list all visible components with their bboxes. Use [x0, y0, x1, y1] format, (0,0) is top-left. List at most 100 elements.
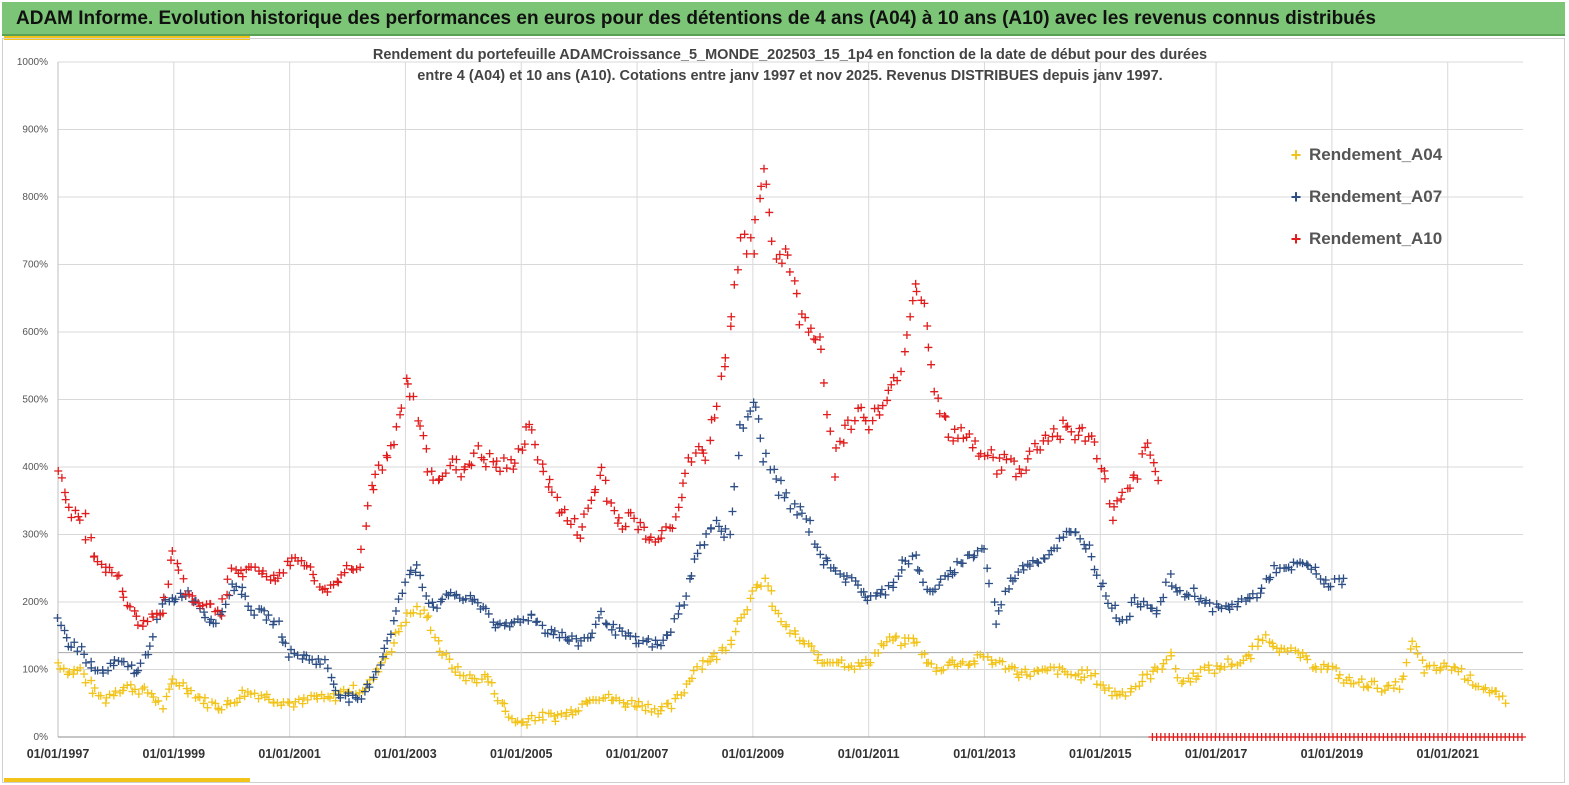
data-point	[283, 557, 292, 566]
data-point	[1154, 476, 1163, 485]
data-point	[843, 416, 852, 425]
x-tick-label: 01/01/2015	[1069, 747, 1132, 761]
data-point	[693, 662, 702, 671]
data-point	[1311, 563, 1320, 572]
data-point	[316, 660, 325, 669]
data-point	[802, 514, 811, 523]
data-point	[1104, 684, 1113, 693]
data-point	[429, 603, 438, 612]
data-point	[273, 574, 282, 583]
data-point	[883, 396, 892, 405]
data-point	[619, 698, 628, 707]
data-point	[1370, 677, 1379, 686]
data-point	[213, 606, 222, 615]
data-point	[767, 586, 776, 595]
data-point	[866, 658, 875, 667]
data-point	[1194, 672, 1203, 681]
data-point	[246, 690, 255, 699]
data-point	[859, 587, 868, 596]
data-point	[782, 488, 791, 497]
data-point	[1146, 451, 1155, 460]
data-point	[796, 502, 805, 511]
data-point	[286, 561, 295, 570]
data-point	[699, 449, 708, 458]
data-point	[868, 416, 877, 425]
data-point	[1362, 682, 1371, 691]
data-point	[776, 476, 785, 485]
data-point	[684, 453, 693, 462]
data-point	[702, 529, 711, 538]
data-point	[1055, 534, 1064, 543]
data-point	[1133, 475, 1142, 483]
data-point	[198, 601, 207, 610]
data-point	[742, 249, 751, 258]
data-point	[1227, 600, 1236, 609]
data-point	[1345, 673, 1354, 682]
data-point	[416, 571, 425, 580]
data-point	[391, 607, 400, 616]
data-point	[71, 506, 80, 515]
data-point	[701, 456, 710, 465]
data-point	[365, 683, 374, 692]
data-point	[377, 658, 386, 667]
data-point	[706, 656, 715, 665]
data-point	[1125, 484, 1134, 493]
data-point	[130, 606, 139, 615]
data-point	[756, 434, 765, 443]
data-point	[1457, 664, 1466, 673]
data-point	[187, 686, 196, 695]
data-point	[1080, 673, 1089, 682]
data-point	[588, 629, 597, 638]
data-point	[412, 560, 421, 569]
data-point	[279, 568, 288, 577]
data-point	[760, 164, 769, 173]
data-point	[1243, 593, 1252, 602]
data-point	[144, 650, 153, 659]
data-point	[819, 560, 828, 569]
data-point	[223, 590, 232, 599]
data-point	[826, 427, 835, 436]
data-point	[81, 535, 90, 544]
data-point	[484, 609, 493, 618]
data-point	[298, 654, 307, 663]
data-point	[59, 664, 68, 673]
data-point	[1146, 674, 1155, 683]
data-point	[1125, 612, 1134, 621]
data-point	[897, 565, 906, 574]
data-point	[264, 611, 273, 620]
data-point	[140, 683, 149, 692]
data-point	[544, 482, 553, 491]
data-point	[1045, 550, 1054, 559]
data-point	[582, 697, 591, 706]
data-point	[578, 700, 587, 709]
data-point	[712, 402, 721, 411]
data-point	[1302, 651, 1311, 660]
data-point	[1110, 502, 1119, 511]
data-point	[728, 507, 737, 516]
data-point	[340, 568, 349, 577]
data-point	[1166, 570, 1175, 579]
data-point	[864, 425, 873, 434]
data-point	[356, 545, 365, 554]
data-point	[97, 560, 106, 569]
legend-marker-a10: +	[1290, 228, 1302, 249]
data-point	[1307, 565, 1316, 574]
data-point	[493, 696, 502, 705]
data-point	[750, 249, 759, 258]
data-point	[1270, 561, 1279, 570]
data-point	[839, 438, 848, 447]
data-point	[119, 593, 128, 602]
data-point	[1000, 450, 1009, 459]
data-point	[1001, 665, 1010, 674]
data-point	[726, 530, 735, 539]
data-point	[1025, 562, 1034, 571]
data-point	[531, 440, 540, 449]
data-point	[200, 613, 209, 622]
data-point	[881, 590, 890, 599]
data-point	[200, 693, 209, 702]
data-point	[930, 387, 939, 396]
data-point	[1269, 642, 1278, 651]
legend-marker-a07: +	[1290, 186, 1302, 207]
data-point	[670, 614, 679, 623]
data-point	[1227, 662, 1236, 671]
